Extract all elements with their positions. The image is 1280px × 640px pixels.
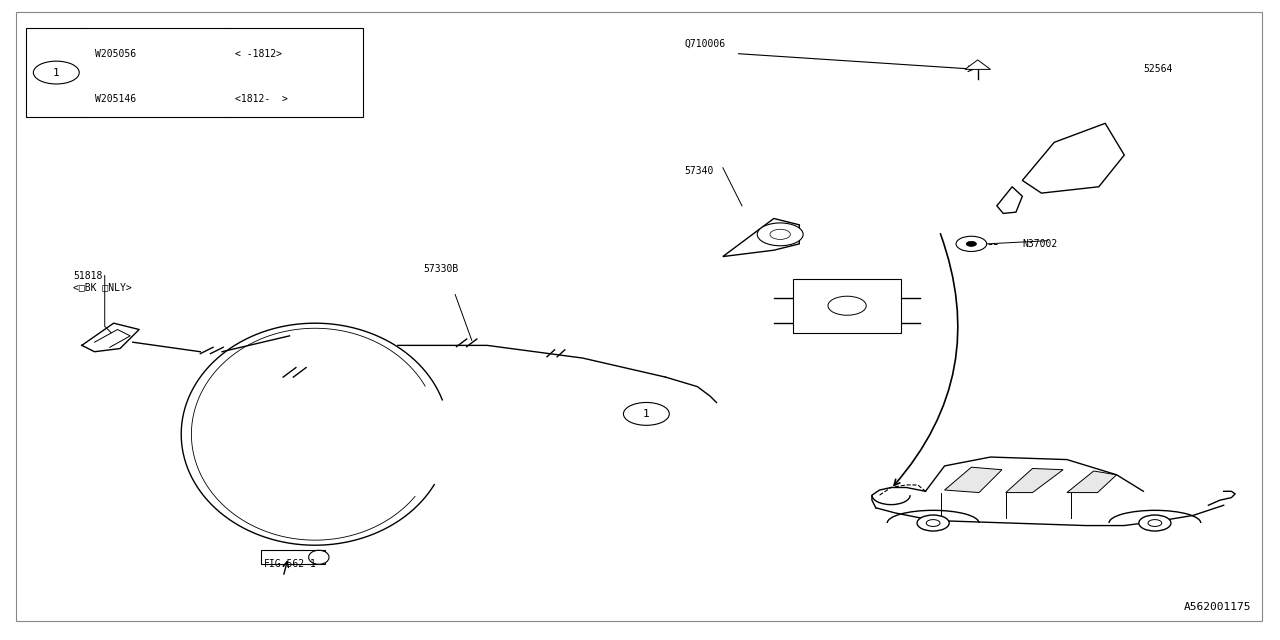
Text: < -1812>: < -1812>	[234, 49, 282, 60]
Bar	[792, 279, 901, 333]
Bar	[261, 550, 325, 564]
Text: 1: 1	[643, 409, 650, 419]
Text: W205146: W205146	[95, 93, 136, 104]
Circle shape	[1139, 515, 1171, 531]
Ellipse shape	[308, 550, 329, 564]
Circle shape	[771, 229, 790, 239]
Circle shape	[927, 520, 940, 527]
Text: 57330B: 57330B	[424, 264, 458, 275]
Circle shape	[1148, 520, 1162, 527]
Text: Q710006: Q710006	[685, 39, 726, 49]
Circle shape	[623, 403, 669, 426]
Text: A562001175: A562001175	[1184, 602, 1252, 612]
Circle shape	[916, 515, 950, 531]
Text: FIG.562-1: FIG.562-1	[264, 559, 317, 569]
Polygon shape	[945, 467, 1002, 493]
Circle shape	[956, 236, 987, 252]
Text: 52564: 52564	[1143, 65, 1172, 74]
Text: N37002: N37002	[1023, 239, 1057, 249]
Text: 57340: 57340	[685, 166, 714, 176]
Text: W205056: W205056	[95, 49, 136, 60]
Text: 1: 1	[52, 68, 60, 77]
Circle shape	[33, 61, 79, 84]
Polygon shape	[1006, 468, 1064, 493]
Polygon shape	[1023, 124, 1124, 193]
Polygon shape	[723, 218, 799, 257]
Bar	[26, 28, 364, 117]
Text: <1812-  >: <1812- >	[234, 93, 288, 104]
Circle shape	[828, 296, 867, 316]
Circle shape	[758, 223, 803, 246]
Polygon shape	[997, 187, 1023, 213]
Polygon shape	[965, 60, 991, 69]
Polygon shape	[1068, 471, 1116, 493]
Circle shape	[966, 241, 977, 246]
Text: 51818
<□BK □NLY>: 51818 <□BK □NLY>	[73, 271, 132, 292]
